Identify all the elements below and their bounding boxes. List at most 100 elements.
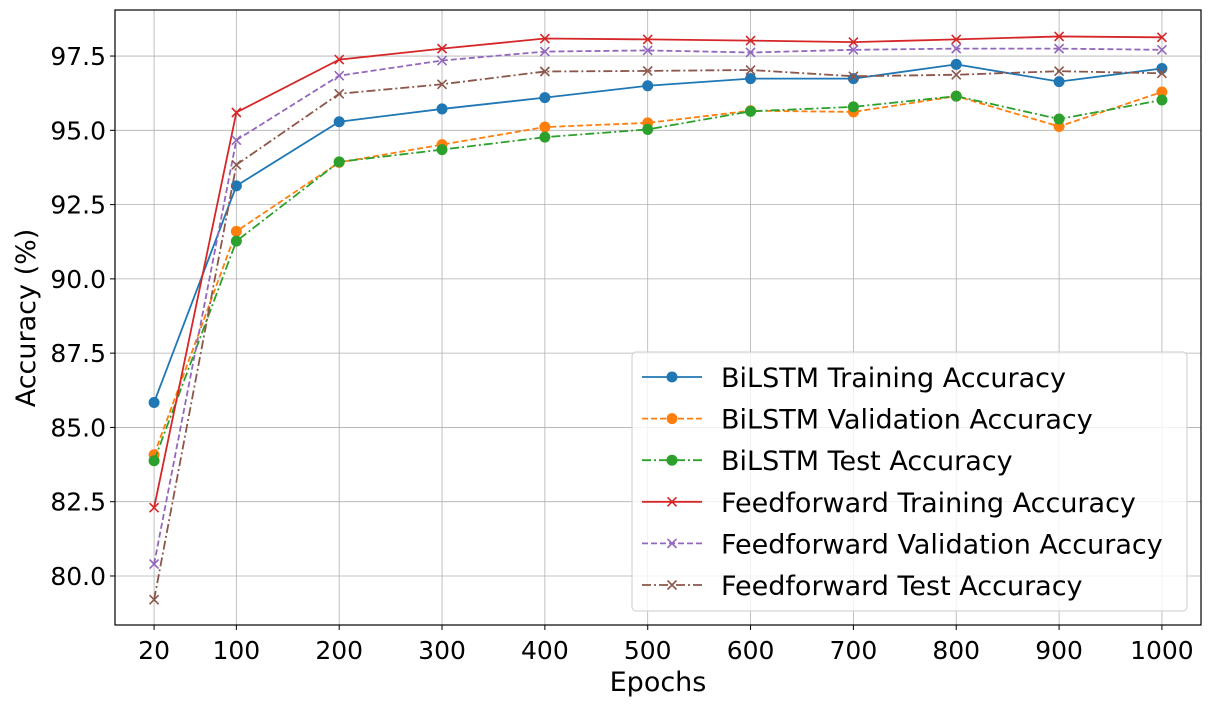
data-point — [148, 455, 160, 467]
legend-item: BiLSTM Training Accuracy — [642, 363, 1066, 394]
legend-marker — [666, 538, 678, 549]
data-point — [436, 79, 448, 90]
x-tick-label: 700 — [830, 636, 878, 665]
data-point — [642, 123, 654, 135]
data-point — [745, 35, 756, 46]
data-point — [951, 69, 962, 80]
series-line — [153, 91, 1163, 456]
y-tick-label: 85.0 — [50, 413, 106, 442]
data-point — [334, 70, 345, 81]
data-point — [149, 559, 160, 570]
plot-frame — [114, 9, 1202, 626]
data-point — [642, 65, 653, 76]
legend-marker — [666, 579, 678, 591]
data-point — [539, 46, 550, 57]
legend-marker — [666, 496, 678, 507]
legend-marker — [666, 413, 678, 425]
data-point — [230, 225, 242, 237]
series-line — [153, 47, 1162, 565]
data-point — [847, 101, 859, 113]
x-tick-label: 500 — [624, 636, 672, 665]
data-point — [745, 105, 757, 117]
data-point — [334, 54, 345, 65]
data-point — [1054, 66, 1065, 77]
data-point — [1053, 113, 1065, 125]
data-point — [950, 90, 962, 102]
data-point — [642, 45, 653, 56]
data-point — [539, 121, 551, 133]
x-tick-label: 1000 — [1130, 636, 1194, 665]
data-point — [1054, 31, 1065, 42]
legend-label: BiLSTM Training Accuracy — [721, 363, 1066, 394]
data-point — [951, 43, 962, 54]
x-tick-label: 800 — [932, 636, 980, 665]
data-point — [539, 66, 550, 77]
legend-label: Feedforward Test Accuracy — [721, 571, 1083, 602]
series-3 — [148, 90, 1168, 467]
series-5 — [149, 43, 1167, 570]
legend-item: BiLSTM Test Accuracy — [642, 446, 1013, 477]
data-point — [745, 47, 756, 58]
data-point — [1156, 44, 1167, 55]
data-point — [745, 73, 757, 85]
y-tick-label: 87.5 — [50, 339, 106, 368]
data-point — [1054, 43, 1065, 54]
y-tick-label: 82.5 — [50, 488, 106, 517]
y-tick-label: 92.5 — [50, 191, 106, 220]
data-point — [148, 396, 160, 408]
data-point — [1156, 32, 1167, 43]
data-point — [848, 71, 859, 82]
x-tick-label: 600 — [727, 636, 775, 665]
data-point — [642, 80, 654, 92]
data-point — [1053, 76, 1065, 88]
data-point — [539, 131, 551, 143]
legend-label: BiLSTM Validation Accuracy — [721, 405, 1093, 436]
data-point — [231, 107, 242, 118]
x-tick-label: 900 — [1035, 636, 1083, 665]
data-point — [1156, 68, 1167, 79]
y-tick-label: 97.5 — [50, 42, 106, 71]
series-4 — [149, 31, 1167, 513]
x-axis-label: Epochs — [610, 667, 707, 698]
data-point — [149, 594, 160, 605]
legend-label: Feedforward Validation Accuracy — [721, 529, 1163, 560]
data-point — [231, 159, 242, 170]
y-axis: 80.0 82.5 85.0 87.5 90.0 92.5 95.0 97.5 — [50, 42, 115, 591]
series-1 — [148, 58, 1168, 408]
data-point — [745, 64, 756, 76]
x-tick-label: 200 — [315, 636, 363, 665]
data-point — [951, 34, 962, 45]
x-tick-label: 400 — [521, 636, 569, 665]
data-point — [149, 502, 160, 513]
data-point — [848, 44, 859, 55]
data-point — [230, 180, 242, 192]
data-point — [436, 103, 448, 115]
x-axis: 20 100 200 300 400 500 600 700 800 900 1000 — [138, 625, 1194, 665]
legend-label: BiLSTM Test Accuracy — [721, 446, 1013, 477]
series-line — [153, 95, 1163, 462]
legend-item: BiLSTM Validation Accuracy — [642, 405, 1093, 436]
x-tick-label: 100 — [212, 636, 260, 665]
x-tick-label: 20 — [138, 636, 170, 665]
data-point — [333, 156, 345, 168]
legend-item: Feedforward Test Accuracy — [642, 571, 1083, 602]
data-point — [848, 37, 859, 48]
data-point — [230, 235, 242, 247]
series-6 — [149, 64, 1167, 605]
data-point — [1156, 63, 1168, 75]
y-tick-label: 90.0 — [50, 265, 106, 294]
legend-marker — [666, 454, 678, 466]
data-point — [539, 92, 551, 104]
data-point — [333, 116, 345, 128]
y-tick-label: 95.0 — [50, 116, 106, 145]
y-axis-label: Accuracy (%) — [11, 229, 42, 408]
plot-series — [148, 31, 1168, 605]
data-point — [847, 73, 859, 85]
data-point — [436, 43, 448, 54]
legend: BiLSTM Training Accuracy BiLSTM Validatio… — [631, 351, 1188, 612]
legend-box — [631, 351, 1188, 612]
data-point — [539, 33, 550, 44]
data-point — [950, 58, 962, 70]
data-point — [436, 55, 448, 66]
